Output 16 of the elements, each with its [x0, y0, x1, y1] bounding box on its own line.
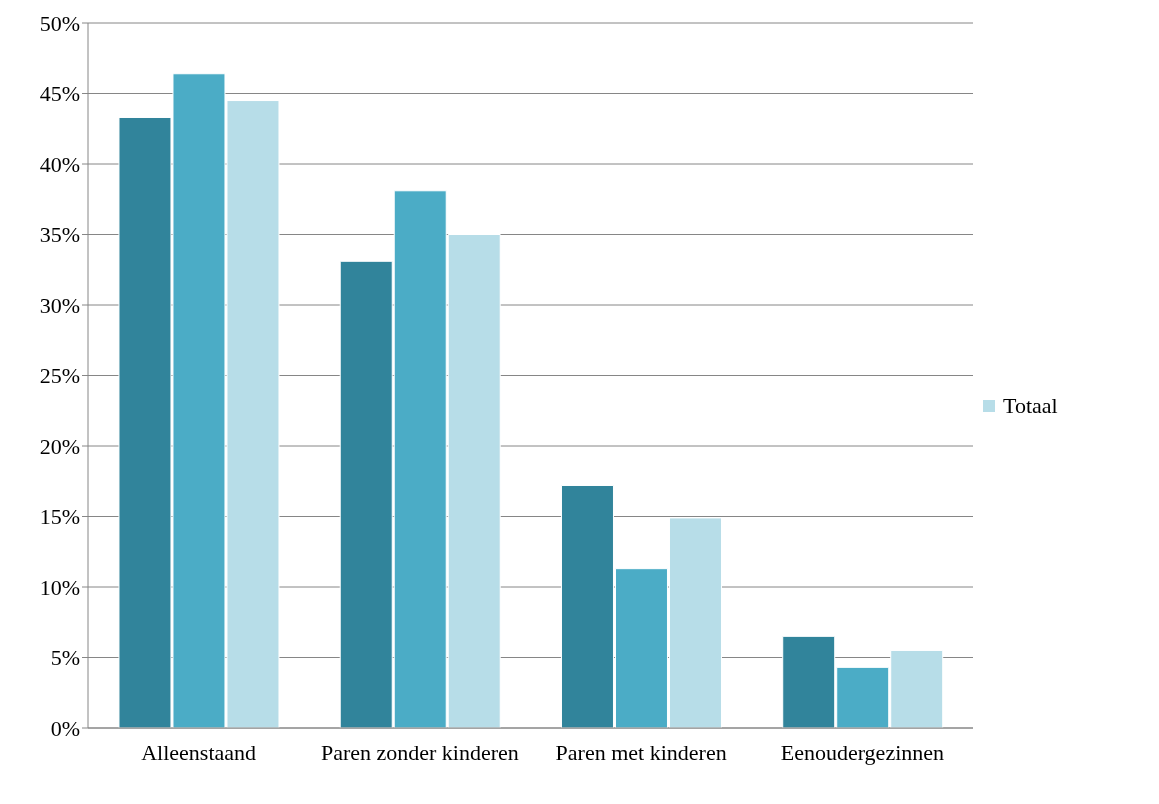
x-tick-label: Paren met kinderen: [555, 739, 727, 765]
y-tick-label: 0%: [50, 715, 80, 741]
y-tick-label: 30%: [39, 292, 80, 318]
y-tick-label: 50%: [39, 10, 80, 36]
x-tick-label: Alleenstaand: [141, 739, 257, 765]
y-tick-label: 15%: [39, 504, 80, 530]
y-tick-label: 10%: [39, 574, 80, 600]
x-tick-label: Paren zonder kinderen: [320, 739, 519, 765]
y-tick-label: 20%: [39, 433, 80, 459]
y-tick-label: 40%: [39, 151, 80, 177]
x-tick-label: Eenoudergezinnen: [780, 739, 945, 765]
y-tick-label: 25%: [39, 363, 80, 389]
legend-label: Totaal: [1003, 392, 1058, 419]
y-tick-label: 45%: [39, 81, 80, 107]
y-tick-label: 5%: [50, 645, 80, 671]
y-tick-label: 35%: [39, 222, 80, 248]
